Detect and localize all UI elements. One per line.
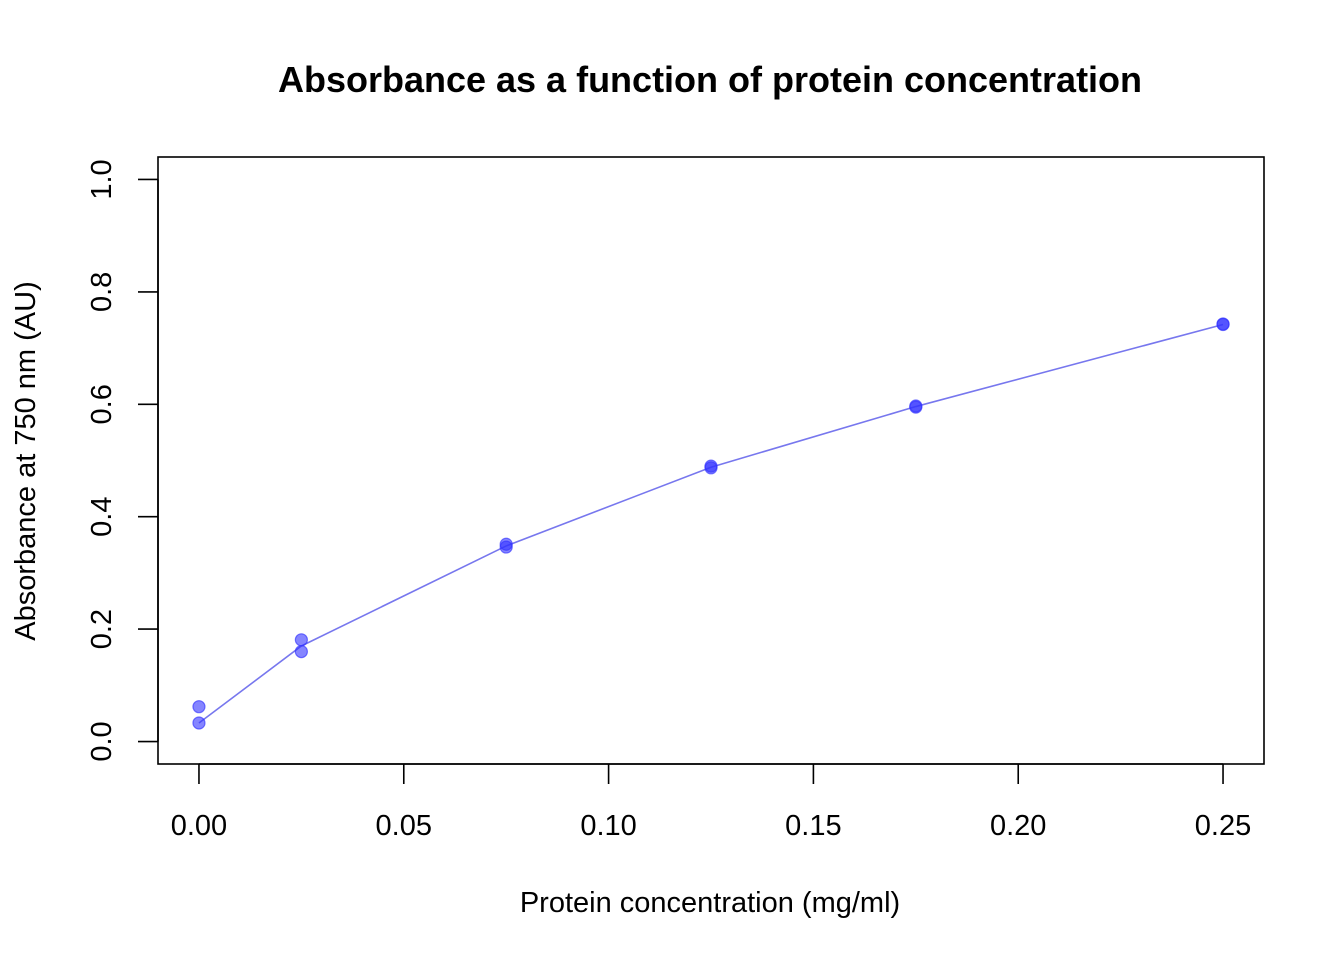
data-point <box>909 400 923 414</box>
y-tick-label: 0.8 <box>86 272 118 312</box>
y-tick-label: 0.6 <box>86 384 118 424</box>
y-axis: 0.0 0.2 0.4 0.6 0.8 1.0 <box>86 159 159 762</box>
y-tick-label: 0.0 <box>86 721 118 761</box>
x-tick-label: 0.05 <box>376 810 432 842</box>
x-tick-label: 0.25 <box>1195 810 1251 842</box>
data-point <box>704 461 718 475</box>
y-tick-label: 0.4 <box>86 497 118 537</box>
x-axis-label: Protein concentration (mg/ml) <box>520 887 900 919</box>
data-point <box>192 716 206 730</box>
x-tick-label: 0.20 <box>990 810 1046 842</box>
x-tick-label: 0.10 <box>580 810 636 842</box>
data-points <box>192 317 1230 730</box>
y-axis-label: Absorbance at 750 nm (AU) <box>10 281 42 640</box>
data-point <box>499 540 513 554</box>
x-tick-label: 0.15 <box>785 810 841 842</box>
y-tick-label: 1.0 <box>86 159 118 199</box>
fit-line <box>198 323 1224 724</box>
chart-title: Absorbance as a function of protein conc… <box>278 59 1142 100</box>
data-point <box>294 633 308 647</box>
data-point <box>1216 317 1230 332</box>
x-tick-label: 0.00 <box>171 810 227 842</box>
y-tick-label: 0.2 <box>86 609 118 649</box>
data-point <box>192 700 206 714</box>
x-axis: 0.00 0.05 0.10 0.15 0.20 0.25 <box>171 763 1251 842</box>
data-point <box>294 644 308 659</box>
